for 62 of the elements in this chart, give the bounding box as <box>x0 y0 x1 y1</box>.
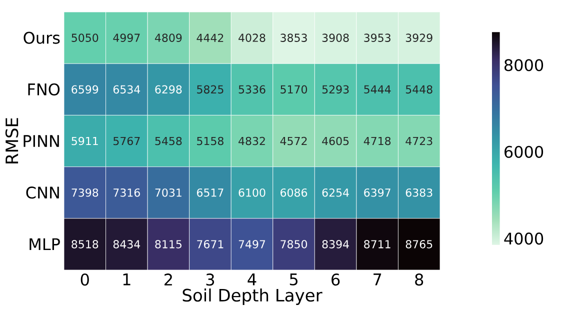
data-label: 6086 <box>280 188 308 197</box>
data-label: 5293 <box>322 85 349 94</box>
data-label: 4442 <box>196 34 224 42</box>
data-label: 7031 <box>155 188 182 197</box>
data-label: 3929 <box>406 34 432 42</box>
data-label: 6100 <box>238 188 266 197</box>
data-label: 7398 <box>72 188 98 197</box>
data-label: 5158 <box>197 136 224 146</box>
data-label: 6298 <box>155 85 182 94</box>
data-label: 6517 <box>196 188 224 197</box>
data-label: 6599 <box>72 85 98 94</box>
data-label: 8434 <box>113 240 140 248</box>
data-label: 6534 <box>113 85 140 94</box>
data-label: 5825 <box>197 85 224 94</box>
data-label: 4718 <box>364 136 391 146</box>
data-label: 8518 <box>72 240 98 248</box>
x-tick-label: 1 <box>123 274 130 286</box>
data-label: 5050 <box>72 34 98 42</box>
data-label: 3853 <box>280 34 307 42</box>
y-tick-label: CNN <box>26 186 59 199</box>
x-tick-label: 0 <box>80 274 89 286</box>
data-label: 8115 <box>155 240 182 248</box>
data-label: 6254 <box>322 188 349 197</box>
data-label: 6383 <box>406 188 432 197</box>
data-label: 5911 <box>72 136 98 146</box>
x-tick-label: 4 <box>248 274 256 286</box>
data-label: 5448 <box>406 85 432 94</box>
y-axis-title: RMSE <box>5 118 18 164</box>
data-label: 5170 <box>280 85 308 94</box>
color-bar-label: 4000 <box>504 232 544 245</box>
x-tick-label: 5 <box>290 274 298 286</box>
y-tick-label: MLP <box>30 238 60 250</box>
x-axis-title: Soil Depth Layer <box>182 288 322 305</box>
data-label: 4997 <box>113 34 140 42</box>
data-label: 7497 <box>238 240 266 248</box>
data-label: 8765 <box>406 240 432 248</box>
data-label: 7671 <box>197 240 224 248</box>
data-label: 7850 <box>280 240 308 248</box>
data-label: 7316 <box>114 188 140 197</box>
data-label: 6397 <box>364 188 390 197</box>
x-tick-label: 6 <box>332 274 340 286</box>
x-tick-label: 3 <box>206 274 214 286</box>
data-label: 4832 <box>238 136 265 146</box>
data-label: 3908 <box>322 34 349 42</box>
x-tick-label: 8 <box>415 274 424 286</box>
color-bar-label: 8000 <box>504 59 544 72</box>
data-label: 4809 <box>154 34 182 42</box>
data-label: 5336 <box>238 85 266 94</box>
y-tick-label: PINN <box>24 135 59 147</box>
data-label: 4028 <box>238 34 266 42</box>
x-tick-label: 2 <box>164 274 172 286</box>
data-label: 4723 <box>406 136 432 146</box>
data-label: 5458 <box>155 136 182 146</box>
data-label: 8394 <box>322 240 349 248</box>
data-label: 5767 <box>114 136 140 146</box>
y-tick-label: Ours <box>24 32 60 44</box>
data-label: 4572 <box>280 136 307 146</box>
x-tick-label: 7 <box>374 274 382 286</box>
y-tick-label: FNO <box>28 83 60 96</box>
data-label: 5444 <box>364 85 391 94</box>
data-label: 4605 <box>322 136 349 146</box>
color-bar-label: 6000 <box>504 146 544 158</box>
